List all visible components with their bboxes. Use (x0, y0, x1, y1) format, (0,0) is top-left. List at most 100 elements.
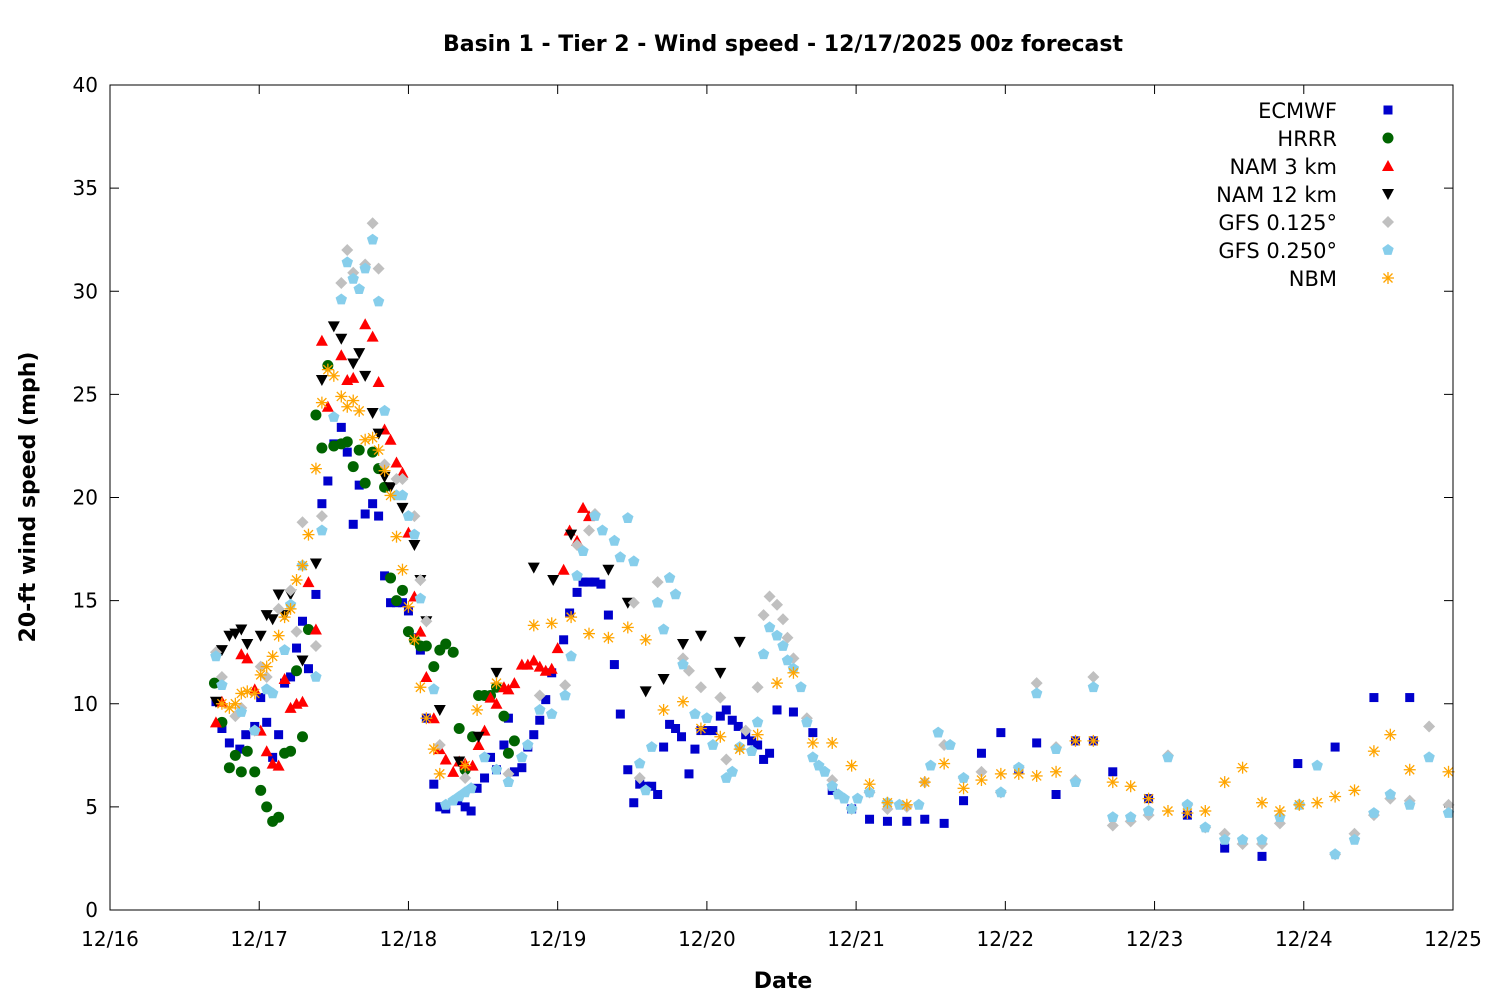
data-point (517, 763, 527, 773)
data-point (1405, 693, 1415, 703)
data-point (229, 628, 242, 640)
data-point (863, 778, 876, 791)
data-point (1442, 807, 1455, 818)
data-point (545, 662, 558, 674)
data-point (248, 687, 261, 700)
data-point (335, 333, 348, 345)
data-point (577, 545, 589, 556)
data-point (565, 608, 575, 618)
x-axis-label: Date (754, 969, 813, 994)
data-point (565, 611, 578, 624)
data-point (759, 754, 769, 764)
data-point (235, 624, 248, 636)
data-point (347, 461, 359, 473)
data-point (651, 596, 664, 608)
y-tick-label: 10 (73, 692, 98, 716)
data-point (315, 334, 328, 346)
data-point (893, 798, 906, 810)
data-point (1257, 851, 1267, 861)
data-point (209, 716, 222, 728)
data-point (255, 784, 267, 796)
data-point (327, 369, 340, 382)
data-point (303, 664, 313, 674)
data-point (396, 466, 409, 478)
data-point (1367, 745, 1380, 758)
data-point (435, 802, 445, 812)
data-point (1255, 796, 1268, 809)
legend-marker-icon (1382, 189, 1394, 200)
legend-marker-icon (1382, 244, 1394, 255)
data-point (1423, 751, 1435, 763)
data-point (527, 654, 540, 666)
data-point (845, 802, 858, 814)
data-point (627, 596, 640, 609)
data-point (1442, 765, 1455, 778)
data-point (429, 779, 439, 789)
data-point (1107, 811, 1119, 822)
data-point (386, 598, 396, 608)
data-point (216, 679, 228, 690)
data-point (603, 610, 613, 620)
data-point (241, 730, 251, 740)
data-point (215, 645, 228, 657)
data-point (486, 752, 496, 762)
data-point (813, 759, 825, 771)
data-point (402, 600, 415, 613)
data-point (335, 349, 348, 361)
data-point (808, 728, 818, 738)
data-point (508, 735, 520, 747)
data-point (863, 786, 876, 798)
data-point (1293, 798, 1306, 811)
axis-ticks: 0 5 10 15 20 25 30 35 40 12/16 12/17 12/18 12/19 12/2… (73, 73, 1482, 951)
data-point (261, 801, 273, 813)
data-point (459, 759, 472, 772)
data-point (414, 574, 427, 586)
data-point (1124, 780, 1137, 793)
data-point (278, 611, 291, 624)
data-point (1199, 821, 1211, 833)
y-tick-label: 15 (73, 589, 98, 613)
data-point (882, 816, 892, 826)
data-point (466, 806, 476, 816)
data-point (707, 739, 719, 750)
data-point (311, 589, 321, 599)
data-point (1142, 792, 1155, 805)
data-point (391, 595, 403, 607)
data-point (286, 672, 296, 682)
data-point (777, 640, 789, 651)
data-point (347, 371, 360, 383)
data-point (596, 524, 609, 536)
data-point (589, 510, 601, 521)
data-point (663, 571, 676, 583)
data-point (439, 753, 452, 765)
data-point (571, 569, 583, 581)
data-point (266, 650, 279, 663)
data-point (771, 677, 784, 690)
data-point (1125, 811, 1137, 822)
data-point (447, 646, 459, 658)
legend: ECMWF HRRR NAM 3 km NAM 12 km GFS 0.125° GFS … (1216, 99, 1394, 291)
data-point (726, 765, 738, 777)
data-point (272, 629, 285, 642)
data-point (753, 740, 763, 750)
data-point (472, 731, 485, 743)
data-point (309, 462, 322, 475)
data-point (396, 472, 409, 485)
data-point (902, 816, 912, 826)
data-point (341, 436, 353, 448)
data-point (414, 681, 427, 694)
data-point (471, 703, 484, 716)
data-point (262, 717, 272, 727)
data-point (210, 650, 222, 662)
data-point (502, 767, 515, 780)
data-point (290, 574, 303, 586)
data-point (396, 489, 409, 501)
data-point (310, 409, 322, 421)
data-point (408, 539, 421, 551)
data-point (521, 658, 534, 670)
data-point (614, 551, 626, 563)
data-point (433, 767, 446, 780)
data-point (272, 602, 285, 615)
data-point (677, 732, 687, 742)
data-point (1329, 848, 1341, 860)
